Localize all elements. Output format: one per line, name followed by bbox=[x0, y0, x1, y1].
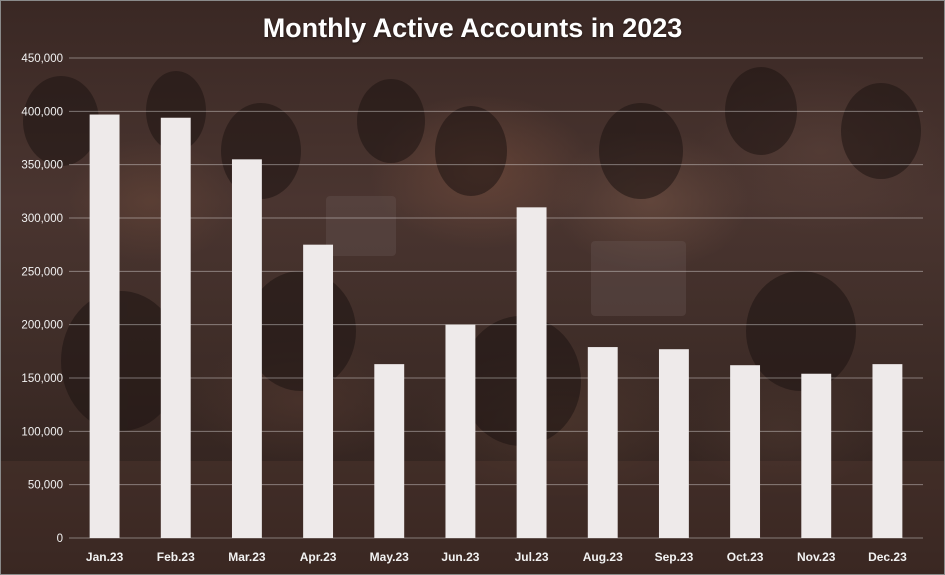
x-tick-label: Jan.23 bbox=[86, 550, 124, 564]
bar-jul-23 bbox=[516, 207, 547, 539]
y-tick-label: 450,000 bbox=[21, 53, 63, 65]
bar-apr-23 bbox=[303, 244, 334, 538]
x-tick-label: Dec.23 bbox=[868, 550, 907, 564]
x-tick-label: Mar.23 bbox=[228, 550, 266, 564]
y-tick-label: 0 bbox=[57, 533, 63, 545]
y-axis: 0 50,000 100,000 150,000 200,000 250,000 300,0… bbox=[21, 53, 63, 545]
y-tick-label: 300,000 bbox=[21, 213, 63, 225]
x-tick-label: May.23 bbox=[370, 550, 409, 564]
bar-jan-23 bbox=[89, 114, 120, 539]
x-tick-label: Apr.23 bbox=[300, 550, 337, 564]
y-tick-label: 100,000 bbox=[21, 426, 63, 438]
bar-nov-23 bbox=[801, 373, 832, 538]
y-tick-label: 200,000 bbox=[21, 320, 63, 332]
y-tick-label: 150,000 bbox=[21, 373, 63, 385]
bar-oct-23 bbox=[730, 365, 761, 538]
bars bbox=[89, 114, 903, 539]
x-tick-label: Sep.23 bbox=[655, 550, 694, 564]
chart-title: Monthly Active Accounts in 2023 bbox=[262, 13, 683, 43]
x-tick-label: Aug.23 bbox=[583, 550, 623, 564]
bar-dec-23 bbox=[872, 364, 903, 538]
x-tick-label: Jun.23 bbox=[441, 550, 479, 564]
y-tick-label: 250,000 bbox=[21, 266, 63, 278]
y-tick-label: 350,000 bbox=[21, 160, 63, 172]
x-tick-label: Oct.23 bbox=[727, 550, 764, 564]
x-tick-label: Jul.23 bbox=[515, 550, 549, 564]
x-axis: Jan.23 Feb.23 Mar.23 Apr.23 May.23 Jun.23 Jul.… bbox=[86, 550, 907, 564]
y-tick-label: 400,000 bbox=[21, 106, 63, 118]
bar-may-23 bbox=[374, 364, 405, 538]
bar-jun-23 bbox=[445, 324, 476, 538]
y-tick-label: 50,000 bbox=[28, 480, 63, 492]
bar-mar-23 bbox=[231, 159, 262, 539]
x-tick-label: Nov.23 bbox=[797, 550, 836, 564]
bar-sep-23 bbox=[658, 349, 689, 538]
bar-aug-23 bbox=[587, 347, 618, 538]
gridlines bbox=[69, 57, 923, 539]
bar-feb-23 bbox=[160, 117, 191, 538]
x-tick-label: Feb.23 bbox=[157, 550, 195, 564]
